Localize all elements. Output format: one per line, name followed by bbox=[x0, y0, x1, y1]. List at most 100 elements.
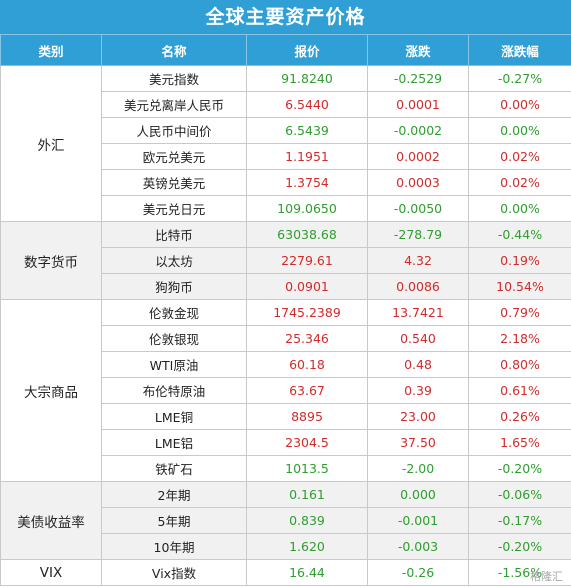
name-cell: 狗狗币 bbox=[101, 273, 247, 300]
table-row: 狗狗币 0.0901 0.0086 10.54% bbox=[1, 273, 571, 300]
name-cell: 伦敦银现 bbox=[101, 325, 247, 352]
change-cell: 13.7421 bbox=[367, 299, 469, 326]
change-pct-cell: 0.79% bbox=[468, 299, 571, 326]
change-pct-cell: 0.80% bbox=[468, 351, 571, 378]
category-cell: VIX bbox=[0, 559, 102, 586]
price-cell: 63.67 bbox=[246, 377, 368, 404]
table-row: 布伦特原油 63.67 0.39 0.61% bbox=[1, 377, 571, 404]
name-cell: 布伦特原油 bbox=[101, 377, 247, 404]
change-cell: -0.001 bbox=[367, 507, 469, 534]
price-cell: 2279.61 bbox=[246, 247, 368, 274]
change-pct-cell: 0.00% bbox=[468, 117, 571, 144]
change-cell: 4.32 bbox=[367, 247, 469, 274]
change-pct-cell: 0.00% bbox=[468, 195, 571, 222]
change-pct-cell: 1.65% bbox=[468, 429, 571, 456]
name-cell: LME铝 bbox=[101, 429, 247, 456]
name-cell: 比特币 bbox=[101, 221, 247, 248]
price-cell: 109.0650 bbox=[246, 195, 368, 222]
header-price: 报价 bbox=[246, 34, 368, 66]
change-pct-cell: -0.27% bbox=[468, 65, 571, 92]
name-cell: LME铜 bbox=[101, 403, 247, 430]
price-cell: 0.839 bbox=[246, 507, 368, 534]
table-row: 外汇 美元指数 91.8240 -0.2529 -0.27% bbox=[0, 65, 571, 222]
change-pct-cell: 0.02% bbox=[468, 143, 571, 170]
name-cell: 美元指数 bbox=[101, 65, 247, 92]
name-cell: WTI原油 bbox=[101, 351, 247, 378]
header-change: 涨跌 bbox=[367, 34, 469, 66]
change-cell: 0.0002 bbox=[367, 143, 469, 170]
table-row: LME铝 2304.5 37.50 1.65% bbox=[1, 429, 571, 456]
name-cell: 美元兑日元 bbox=[101, 195, 247, 222]
change-pct-cell: 0.26% bbox=[468, 403, 571, 430]
change-cell: -0.003 bbox=[367, 533, 469, 560]
price-cell: 2304.5 bbox=[246, 429, 368, 456]
table-row: 美元兑离岸人民币 6.5440 0.0001 0.00% bbox=[1, 91, 571, 118]
table-row: VIX Vix指数 16.44 -0.26 -1.56% bbox=[0, 559, 571, 586]
category-cell: 外汇 bbox=[0, 65, 102, 222]
table-row: 5年期 0.839 -0.001 -0.17% bbox=[1, 507, 571, 534]
asset-price-table: 类别 名称 报价 涨跌 涨跌幅 外汇 美元指数 91.8240 -0.2529 -0.2… bbox=[0, 34, 571, 586]
change-cell: 0.0086 bbox=[367, 273, 469, 300]
name-cell: 伦敦金现 bbox=[101, 299, 247, 326]
header-change-pct: 涨跌幅 bbox=[468, 34, 571, 66]
change-cell: -278.79 bbox=[367, 221, 469, 248]
price-cell: 1745.2389 bbox=[246, 299, 368, 326]
change-cell: -0.2529 bbox=[367, 65, 469, 92]
header-row: 类别 名称 报价 涨跌 涨跌幅 bbox=[0, 34, 571, 66]
category-cell: 美债收益率 bbox=[0, 481, 102, 560]
change-pct-cell: -0.44% bbox=[468, 221, 571, 248]
price-cell: 1.620 bbox=[246, 533, 368, 560]
change-pct-cell: -0.17% bbox=[468, 507, 571, 534]
name-cell: 人民币中间价 bbox=[101, 117, 247, 144]
price-cell: 63038.68 bbox=[246, 221, 368, 248]
name-cell: 10年期 bbox=[101, 533, 247, 560]
category-cell: 数字货币 bbox=[0, 221, 102, 300]
table-row: WTI原油 60.18 0.48 0.80% bbox=[1, 351, 571, 378]
change-cell: 23.00 bbox=[367, 403, 469, 430]
change-pct-cell: 0.61% bbox=[468, 377, 571, 404]
table-row: 英镑兑美元 1.3754 0.0003 0.02% bbox=[1, 169, 571, 196]
name-cell: 2年期 bbox=[101, 481, 247, 508]
watermark: 格隆汇 bbox=[530, 570, 563, 583]
name-cell: 5年期 bbox=[101, 507, 247, 534]
change-cell: 37.50 bbox=[367, 429, 469, 456]
change-cell: -0.26 bbox=[367, 559, 469, 586]
change-pct-cell: 0.02% bbox=[468, 169, 571, 196]
header-name: 名称 bbox=[101, 34, 247, 66]
name-cell: 以太坊 bbox=[101, 247, 247, 274]
table-row: 人民币中间价 6.5439 -0.0002 0.00% bbox=[1, 117, 571, 144]
change-cell: -0.0002 bbox=[367, 117, 469, 144]
price-cell: 0.161 bbox=[246, 481, 368, 508]
name-cell: 美元兑离岸人民币 bbox=[101, 91, 247, 118]
table-row: 大宗商品 伦敦金现 1745.2389 13.7421 0.79% bbox=[0, 299, 571, 482]
change-pct-cell: -0.20% bbox=[468, 455, 571, 482]
change-pct-cell: -0.06% bbox=[468, 481, 571, 508]
change-pct-cell: -0.20% bbox=[468, 533, 571, 560]
price-cell: 25.346 bbox=[246, 325, 368, 352]
price-cell: 6.5439 bbox=[246, 117, 368, 144]
price-cell: 1013.5 bbox=[246, 455, 368, 482]
category-cell: 大宗商品 bbox=[0, 299, 102, 482]
table-title: 全球主要资产价格 bbox=[0, 0, 571, 34]
price-cell: 91.8240 bbox=[246, 65, 368, 92]
price-cell: 8895 bbox=[246, 403, 368, 430]
name-cell: Vix指数 bbox=[101, 559, 247, 586]
header-category: 类别 bbox=[0, 34, 102, 66]
price-cell: 1.1951 bbox=[246, 143, 368, 170]
change-cell: 0.0003 bbox=[367, 169, 469, 196]
change-pct-cell: 10.54% bbox=[468, 273, 571, 300]
change-cell: -0.0050 bbox=[367, 195, 469, 222]
price-cell: 6.5440 bbox=[246, 91, 368, 118]
change-cell: -2.00 bbox=[367, 455, 469, 482]
change-cell: 0.540 bbox=[367, 325, 469, 352]
change-pct-cell: 0.00% bbox=[468, 91, 571, 118]
table-row: 数字货币 比特币 63038.68 -278.79 -0.44% bbox=[0, 221, 571, 300]
change-pct-cell: 2.18% bbox=[468, 325, 571, 352]
change-pct-cell: 0.19% bbox=[468, 247, 571, 274]
change-cell: 0.48 bbox=[367, 351, 469, 378]
price-cell: 16.44 bbox=[246, 559, 368, 586]
table-row: 美债收益率 2年期 0.161 0.000 -0.06% bbox=[0, 481, 571, 560]
price-cell: 0.0901 bbox=[246, 273, 368, 300]
name-cell: 英镑兑美元 bbox=[101, 169, 247, 196]
